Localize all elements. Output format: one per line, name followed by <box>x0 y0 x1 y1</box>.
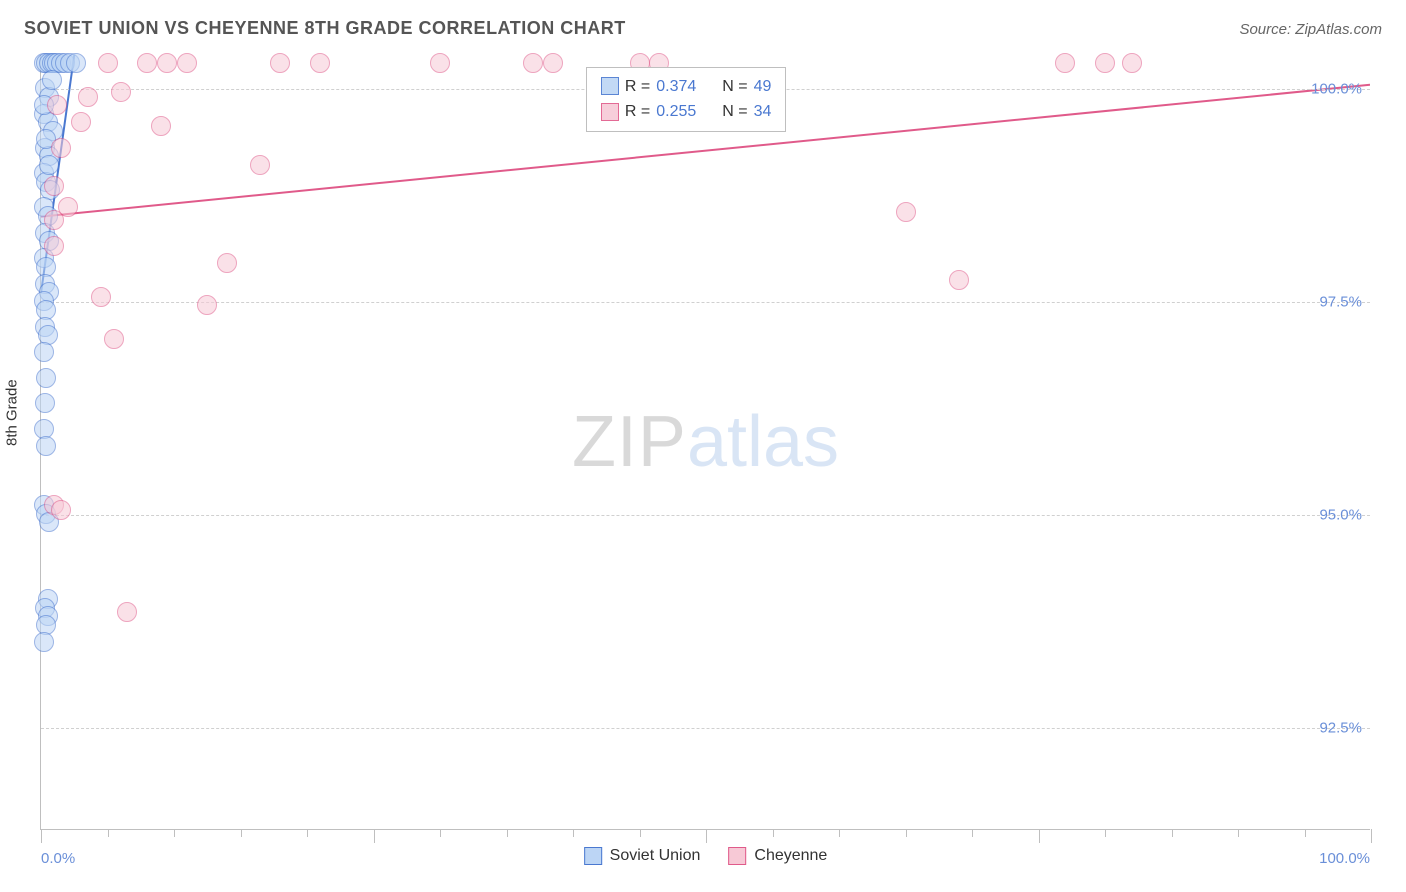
data-point <box>151 116 171 136</box>
data-point <box>34 632 54 652</box>
x-tick <box>440 829 441 837</box>
x-tick <box>507 829 508 837</box>
data-point <box>98 53 118 73</box>
data-point <box>71 112 91 132</box>
data-point <box>44 236 64 256</box>
data-point <box>42 70 62 90</box>
x-tick <box>1172 829 1173 837</box>
y-tick-label: 97.5% <box>1319 293 1362 310</box>
x-tick <box>1371 829 1372 843</box>
x-tick <box>307 829 308 837</box>
x-tick <box>1105 829 1106 837</box>
data-point <box>66 53 86 73</box>
r-value: 0.255 <box>656 99 696 125</box>
y-tick-label: 100.0% <box>1311 81 1362 98</box>
data-point <box>137 53 157 73</box>
trendlines-layer <box>41 55 1370 829</box>
x-tick <box>1238 829 1239 837</box>
r-label: R = <box>625 74 650 100</box>
x-tick <box>374 829 375 843</box>
data-point <box>47 95 67 115</box>
series-name: Soviet Union <box>610 847 701 865</box>
series-legend-item: Soviet Union <box>584 847 701 865</box>
stats-legend-row: R = 0.374 N = 49 <box>601 74 772 100</box>
data-point <box>197 295 217 315</box>
series-name: Cheyenne <box>754 847 827 865</box>
data-point <box>157 53 177 73</box>
watermark: ZIPatlas <box>572 401 839 483</box>
x-tick <box>906 829 907 837</box>
data-point <box>250 155 270 175</box>
data-point <box>51 500 71 520</box>
data-point <box>58 197 78 217</box>
data-point <box>1055 53 1075 73</box>
x-tick <box>1039 829 1040 843</box>
y-tick-label: 95.0% <box>1319 506 1362 523</box>
gridline <box>41 728 1370 729</box>
data-point <box>1122 53 1142 73</box>
series-legend: Soviet Union Cheyenne <box>584 847 828 865</box>
n-label: N = <box>722 74 747 100</box>
x-axis-max-label: 100.0% <box>1319 850 1370 867</box>
data-point <box>78 87 98 107</box>
data-point <box>523 53 543 73</box>
data-point <box>1095 53 1115 73</box>
data-point <box>36 368 56 388</box>
r-value: 0.374 <box>656 74 696 100</box>
data-point <box>217 253 237 273</box>
n-value: 34 <box>754 99 772 125</box>
data-point <box>270 53 290 73</box>
data-point <box>949 270 969 290</box>
x-tick <box>972 829 973 837</box>
x-tick <box>41 829 42 843</box>
x-tick <box>108 829 109 837</box>
data-point <box>896 202 916 222</box>
series-legend-item: Cheyenne <box>728 847 827 865</box>
data-point <box>39 155 59 175</box>
y-axis-title: 8th Grade <box>4 379 21 446</box>
data-point <box>177 53 197 73</box>
scatter-plot-area: ZIPatlas 100.0%97.5%95.0%92.5%0.0%100.0%… <box>40 55 1370 830</box>
chart-title: SOVIET UNION VS CHEYENNE 8TH GRADE CORRE… <box>24 18 626 39</box>
data-point <box>117 602 137 622</box>
data-point <box>34 342 54 362</box>
x-tick <box>174 829 175 837</box>
r-label: R = <box>625 99 650 125</box>
data-point <box>430 53 450 73</box>
data-point <box>111 82 131 102</box>
x-tick <box>706 829 707 843</box>
data-point <box>104 329 124 349</box>
source-attribution: Source: ZipAtlas.com <box>1239 21 1382 38</box>
data-point <box>36 436 56 456</box>
x-axis-min-label: 0.0% <box>41 850 75 867</box>
data-point <box>310 53 330 73</box>
x-tick <box>241 829 242 837</box>
data-point <box>91 287 111 307</box>
x-tick <box>573 829 574 837</box>
stats-legend-row: R = 0.255 N = 34 <box>601 99 772 125</box>
gridline <box>41 515 1370 516</box>
legend-swatch <box>584 847 602 865</box>
stats-legend: R = 0.374 N = 49 R = 0.255 N = 34 <box>586 67 787 132</box>
legend-swatch <box>728 847 746 865</box>
n-label: N = <box>722 99 747 125</box>
data-point <box>35 393 55 413</box>
data-point <box>51 138 71 158</box>
x-tick <box>1305 829 1306 837</box>
legend-swatch <box>601 77 619 95</box>
n-value: 49 <box>754 74 772 100</box>
x-tick <box>640 829 641 837</box>
data-point <box>543 53 563 73</box>
x-tick <box>773 829 774 837</box>
legend-swatch <box>601 103 619 121</box>
gridline <box>41 302 1370 303</box>
y-tick-label: 92.5% <box>1319 719 1362 736</box>
data-point <box>44 176 64 196</box>
x-tick <box>839 829 840 837</box>
